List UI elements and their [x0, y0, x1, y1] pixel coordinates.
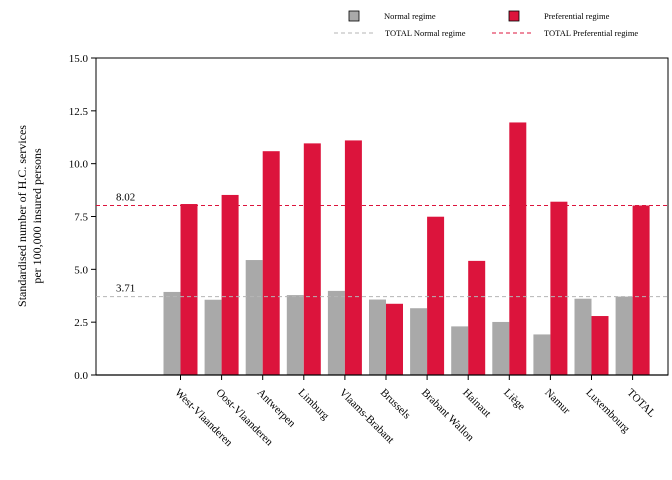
legend-label-normal: Normal regime [384, 11, 436, 21]
y-axis-title-line1: Standardised number of H.C. services [15, 125, 29, 307]
bar-preferential [262, 151, 280, 375]
x-tick-label: TOTAL [624, 387, 657, 420]
bar-normal [163, 291, 181, 375]
x-tick-label: Limburg [296, 387, 332, 423]
bar-preferential [344, 140, 362, 375]
y-tick-label: 12.5 [69, 106, 89, 118]
bar-preferential [509, 122, 527, 375]
legend-swatch-normal [348, 10, 360, 22]
bar-normal [451, 326, 469, 375]
y-tick-label: 7.5 [74, 212, 88, 224]
x-tick-label: Namur [542, 387, 572, 417]
x-tick-label: Liège [501, 387, 527, 413]
plot-area: 0.02.55.07.510.012.515.0West-VlaanderenO… [69, 53, 669, 449]
bar-preferential [303, 143, 321, 375]
x-tick-label: Antwerpen [255, 387, 298, 430]
bar-normal [245, 260, 263, 375]
x-tick-label: Hainaut [460, 387, 493, 420]
bar-normal [286, 295, 304, 375]
bar-normal [533, 334, 551, 375]
bar-normal [204, 299, 222, 375]
legend-swatch-preferential [508, 10, 520, 22]
legend-label-total-preferential: TOTAL Preferential regime [544, 28, 638, 38]
bar-preferential [180, 204, 198, 375]
legend: Normal regime Preferential regime TOTAL … [334, 10, 638, 38]
bar-preferential [468, 260, 486, 375]
bar-normal [615, 296, 633, 375]
bar-normal [574, 298, 592, 375]
bar-preferential [427, 216, 445, 375]
bar-preferential [550, 201, 568, 375]
bar-normal [369, 299, 386, 375]
bar-normal [492, 321, 510, 375]
y-tick-label: 15.0 [69, 53, 89, 65]
y-tick-label: 5.0 [74, 264, 88, 276]
legend-label-preferential: Preferential regime [544, 11, 610, 21]
x-tick-label: Brussels [378, 387, 413, 422]
reference-label-preferential: 8.02 [116, 192, 135, 204]
bar-normal [327, 290, 345, 375]
y-axis-title-line2: per 100,000 insured persons [30, 148, 44, 284]
bar-preferential [632, 205, 650, 375]
bar-preferential [591, 316, 609, 375]
y-tick-label: 2.5 [74, 317, 88, 329]
bar-preferential [221, 194, 239, 375]
reference-label-normal: 3.71 [116, 283, 135, 295]
y-axis-title: Standardised number of H.C. services per… [15, 125, 44, 307]
y-tick-label: 0.0 [74, 370, 88, 382]
bar-preferential [386, 303, 403, 375]
y-tick-label: 10.0 [69, 159, 89, 171]
legend-label-total-normal: TOTAL Normal regime [385, 28, 466, 38]
bar-normal [410, 308, 428, 375]
